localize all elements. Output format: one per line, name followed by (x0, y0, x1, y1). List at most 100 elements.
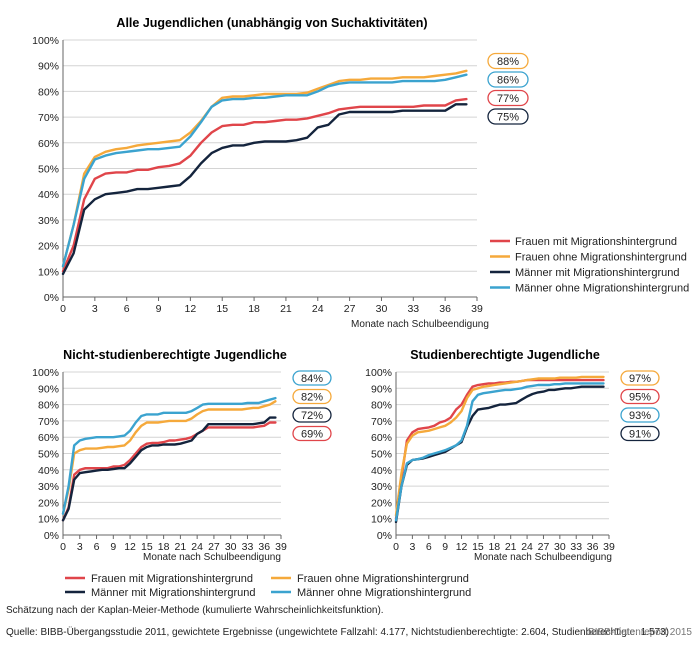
y-tick-label-nicht: 30% (38, 481, 59, 493)
x-axis-label-nicht: Monate nach Schulbeendigung (143, 552, 281, 563)
footnote-text: Schätzung nach der Kaplan-Meier-Methode … (6, 605, 384, 616)
x-tick-label-studien: 21 (505, 541, 517, 553)
y-tick-label-studien: 90% (371, 383, 392, 395)
end-value-label-all: 86% (497, 75, 519, 87)
end-value-label-studien: 95% (629, 392, 651, 404)
end-value-badge-nicht (292, 370, 332, 386)
end-value-badge-all (487, 89, 529, 107)
y-tick-label-all: 100% (32, 35, 59, 47)
y-tick-label-nicht: 80% (38, 400, 59, 412)
series-line-all-3 (61, 73, 468, 268)
end-value-label-all: 75% (497, 112, 519, 124)
end-value-badge-nicht (292, 425, 332, 442)
y-tick-label-studien: 50% (371, 449, 392, 461)
y-tick-label-all: 0% (44, 292, 59, 304)
y-tick-label-studien: 60% (371, 432, 392, 444)
end-value-badge-nicht (292, 407, 332, 423)
y-tick-label-studien: 80% (371, 400, 392, 412)
y-tick-label-nicht: 20% (38, 497, 59, 509)
x-tick-label-all: 9 (156, 303, 162, 315)
x-tick-label-nicht: 3 (77, 541, 83, 553)
end-value-badge-studien (620, 407, 660, 423)
end-value-badge-studien (620, 425, 660, 442)
legend-label: Frauen mit Migrationshintergrund (515, 236, 677, 248)
y-tick-label-nicht: 90% (38, 383, 59, 395)
x-tick-label-all: 21 (280, 303, 292, 315)
x-tick-label-all: 27 (344, 303, 356, 315)
y-tick-label-nicht: 70% (38, 416, 59, 428)
y-tick-label-all: 70% (38, 112, 59, 124)
y-tick-label-all: 30% (38, 215, 59, 227)
end-value-label-studien: 93% (629, 410, 651, 422)
x-tick-label-all: 36 (439, 303, 451, 315)
y-tick-label-all: 10% (38, 266, 59, 278)
y-tick-label-nicht: 0% (44, 530, 59, 542)
x-tick-label-nicht: 15 (141, 541, 153, 553)
legend-bottom: Frauen mit Migrationshintergrund Frauen o… (65, 573, 471, 599)
end-value-badge-studien (620, 388, 660, 405)
x-tick-label-studien: 0 (393, 541, 399, 553)
x-tick-label-all: 6 (124, 303, 130, 315)
x-tick-label-nicht: 18 (158, 541, 170, 553)
end-value-badge-all (487, 71, 529, 88)
legend-label-bottom: Männer ohne Migrationshintergrund (297, 587, 471, 599)
x-tick-label-all: 0 (60, 303, 66, 315)
x-tick-label-nicht: 0 (60, 541, 66, 553)
y-tick-label-nicht: 60% (38, 432, 59, 444)
series-line-nicht-0 (61, 421, 277, 522)
x-tick-label-nicht: 9 (110, 541, 116, 553)
x-tick-label-studien: 6 (426, 541, 432, 553)
y-tick-label-nicht: 100% (32, 367, 59, 379)
x-tick-label-all: 18 (248, 303, 260, 315)
brand-label: BIBB-Datenreport 2015 (588, 627, 692, 638)
series-line-all-0 (61, 97, 468, 273)
y-tick-label-all: 80% (38, 86, 59, 98)
series-line-nicht-3 (61, 396, 277, 515)
y-tick-label-nicht: 10% (38, 514, 59, 526)
series-line-all-2 (61, 103, 468, 276)
x-tick-label-all: 12 (185, 303, 197, 315)
y-tick-label-studien: 20% (371, 497, 392, 509)
x-tick-label-studien: 3 (409, 541, 415, 553)
x-axis-label-studien: Monate nach Schulbeendigung (474, 552, 612, 563)
series-line-all-1 (61, 69, 468, 268)
x-tick-label-all: 24 (312, 303, 324, 315)
end-value-badge-nicht (292, 388, 332, 405)
end-value-label-nicht: 82% (301, 392, 323, 404)
x-tick-label-nicht: 27 (208, 541, 220, 553)
x-tick-label-studien: 27 (538, 541, 550, 553)
chart-studien: 0%10%20%30%40%50%60%70%80%90%100%0 3 6 9 12 1… (365, 367, 660, 553)
x-tick-label-nicht: 33 (242, 541, 254, 553)
y-tick-label-all: 90% (38, 61, 59, 73)
y-tick-label-studien: 30% (371, 481, 392, 493)
x-tick-label-all: 39 (471, 303, 483, 315)
x-tick-label-nicht: 12 (124, 541, 136, 553)
end-value-label-studien: 91% (629, 429, 651, 441)
chart-title-all: Alle Jugendlichen (unabhängig von Suchak… (116, 16, 427, 30)
y-tick-label-studien: 100% (365, 367, 392, 379)
end-value-badge-all (487, 108, 529, 125)
legend-label: Männer ohne Migrationshintergrund (515, 283, 689, 295)
x-tick-label-studien: 39 (603, 541, 615, 553)
x-tick-label-all: 33 (407, 303, 419, 315)
end-value-label-all: 77% (497, 93, 519, 105)
legend-label: Frauen ohne Migrationshintergrund (515, 252, 687, 264)
series-line-nicht-2 (61, 416, 277, 522)
x-tick-label-studien: 33 (570, 541, 582, 553)
legend-all: Frauen mit Migrationshintergrund Frauen o… (490, 236, 689, 295)
x-tick-label-studien: 18 (488, 541, 500, 553)
series-line-studien-3 (394, 382, 605, 522)
x-tick-label-nicht: 39 (275, 541, 287, 553)
end-value-label-all: 88% (497, 56, 519, 68)
end-value-label-nicht: 69% (301, 429, 323, 441)
series-line-studien-2 (394, 385, 605, 524)
end-value-label-studien: 97% (629, 373, 651, 385)
end-value-badge-studien (620, 370, 660, 386)
y-tick-label-all: 50% (38, 164, 59, 176)
x-tick-label-all: 30 (376, 303, 388, 315)
legend-label: Männer mit Migrationshintergrund (515, 267, 679, 279)
end-value-label-nicht: 84% (301, 373, 323, 385)
source-text: Quelle: BIBB-Übergangsstudie 2011, gewic… (6, 627, 670, 638)
x-tick-label-studien: 36 (587, 541, 599, 553)
